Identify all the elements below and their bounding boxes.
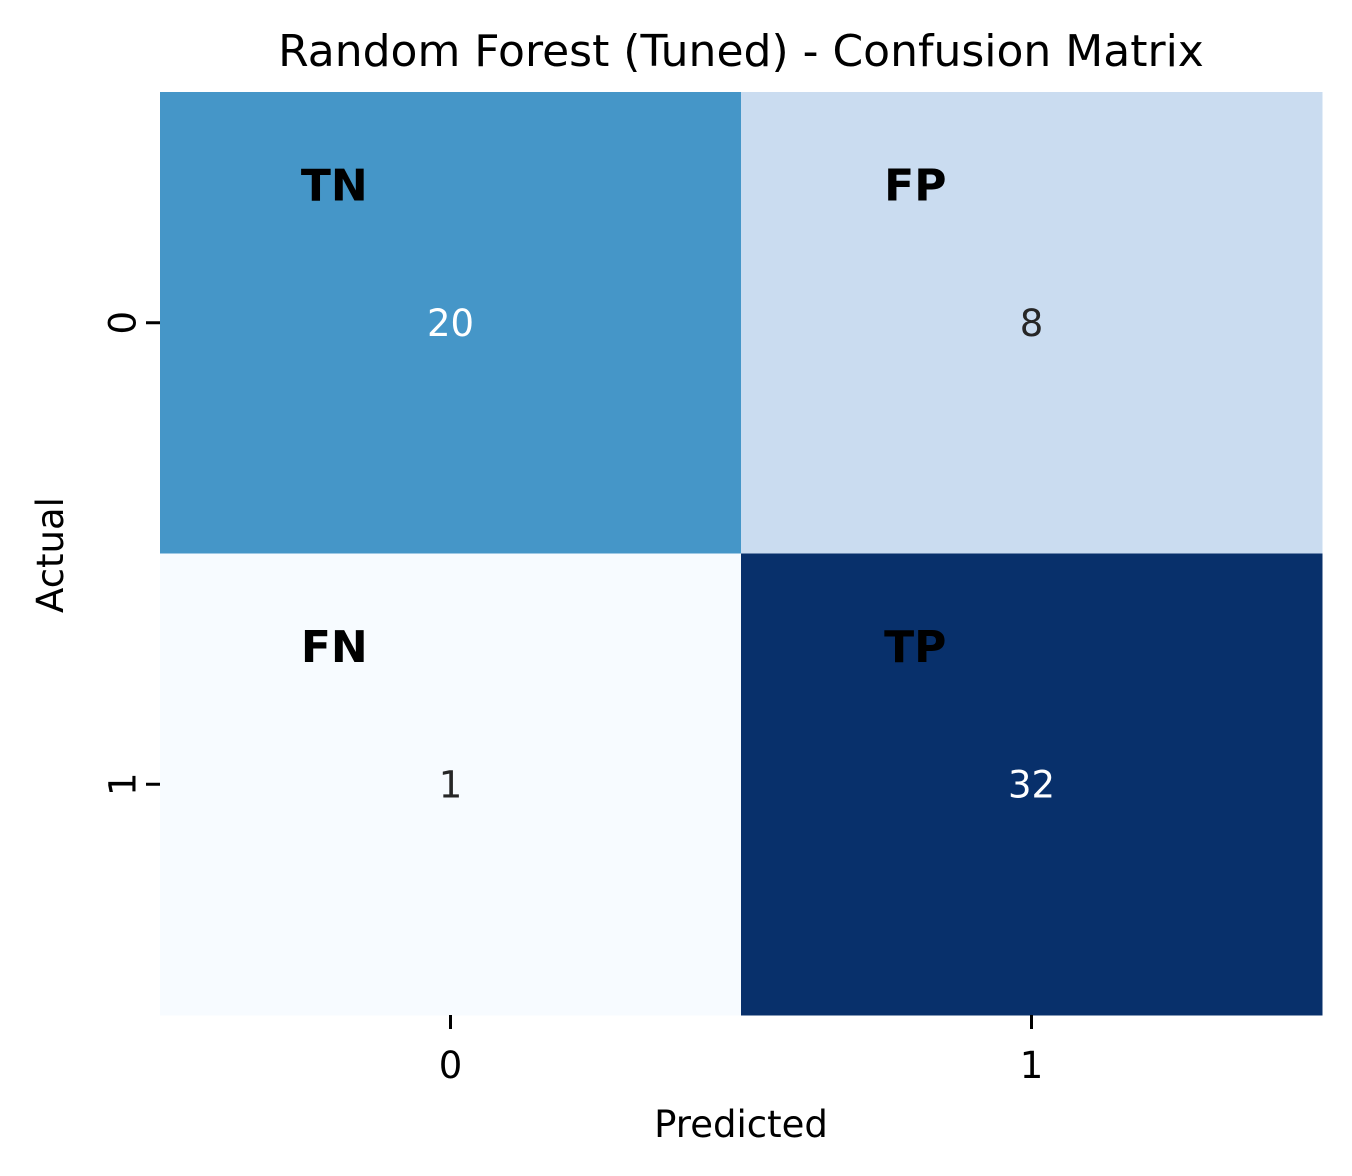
cell-value-0-0: 20 <box>427 302 474 345</box>
cell-tag-fp: FP <box>884 160 946 211</box>
x-tick-label-1: 1 <box>1020 1044 1044 1087</box>
cell-value-1-1: 32 <box>1008 763 1055 806</box>
heatmap-cell-0-1 <box>741 92 1323 554</box>
y-axis-label: Actual <box>29 497 72 613</box>
cell-value-1-0: 1 <box>439 763 463 806</box>
y-tick-label-0: 0 <box>102 311 145 335</box>
heatmap-cells: 20 TN 8 FP 1 FN 32 TP <box>160 92 1323 1016</box>
cell-value-0-1: 8 <box>1020 302 1044 345</box>
x-axis-label: Predicted <box>654 1103 828 1146</box>
cell-tag-tp: TP <box>884 622 946 673</box>
y-tick-label-1: 1 <box>102 772 145 796</box>
cell-tag-fn: FN <box>301 622 368 673</box>
heatmap-cell-1-1 <box>741 553 1323 1016</box>
heatmap-cell-0-0 <box>160 92 742 554</box>
cell-tag-tn: TN <box>301 160 368 211</box>
axis-ticks: 0 1 0 1 <box>102 311 1044 1087</box>
x-tick-label-0: 0 <box>439 1044 463 1087</box>
chart-title: Random Forest (Tuned) - Confusion Matrix <box>278 26 1204 77</box>
heatmap-cell-1-0 <box>160 553 742 1016</box>
